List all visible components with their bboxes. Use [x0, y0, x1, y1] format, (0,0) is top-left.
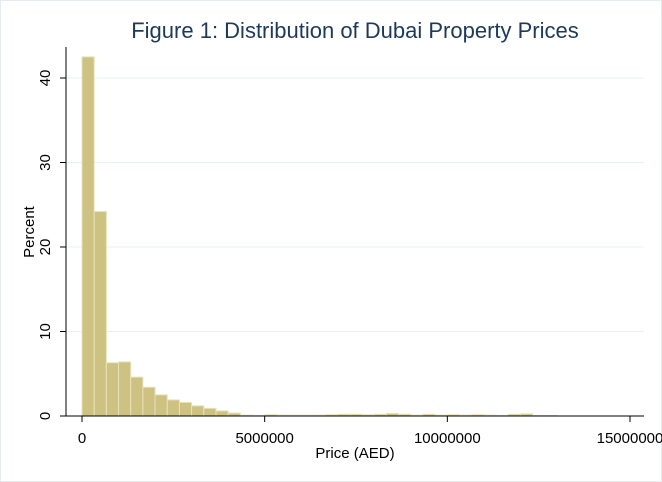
- x-tick-label: 5000000: [235, 430, 293, 447]
- y-tick-label: 40: [37, 70, 54, 87]
- histogram-bar: [142, 386, 156, 417]
- histogram-bar: [105, 362, 120, 417]
- y-tick-label: 20: [37, 239, 54, 256]
- x-tick-label: 0: [78, 430, 86, 447]
- histogram-bar: [178, 401, 193, 417]
- histogram-bar: [130, 376, 144, 417]
- y-axis-title: Percent: [21, 205, 38, 258]
- histogram-bar: [154, 394, 168, 417]
- chart-title: Figure 1: Distribution of Dubai Property…: [131, 18, 579, 43]
- histogram-bar: [93, 211, 107, 417]
- histogram-bar: [118, 361, 132, 417]
- histogram-bar: [203, 407, 217, 417]
- y-tick-label: 10: [37, 323, 54, 340]
- y-tick-label: 0: [37, 412, 54, 420]
- histogram-bar: [191, 405, 205, 417]
- x-tick-label: 15000000: [597, 430, 662, 447]
- histogram-bar: [166, 399, 180, 417]
- x-axis-title: Price (AED): [315, 445, 394, 462]
- histogram-bar: [215, 410, 229, 417]
- gridlines: [66, 77, 644, 332]
- y-tick-label: 30: [37, 154, 54, 171]
- axes: [65, 47, 644, 417]
- histogram-bars: [81, 56, 558, 417]
- x-ticks: 0 5000000 10000000 15000000: [78, 416, 662, 447]
- x-tick-label: 10000000: [414, 430, 481, 447]
- histogram-bar: [81, 56, 95, 417]
- y-ticks: 0 10 20 30 40: [37, 70, 66, 420]
